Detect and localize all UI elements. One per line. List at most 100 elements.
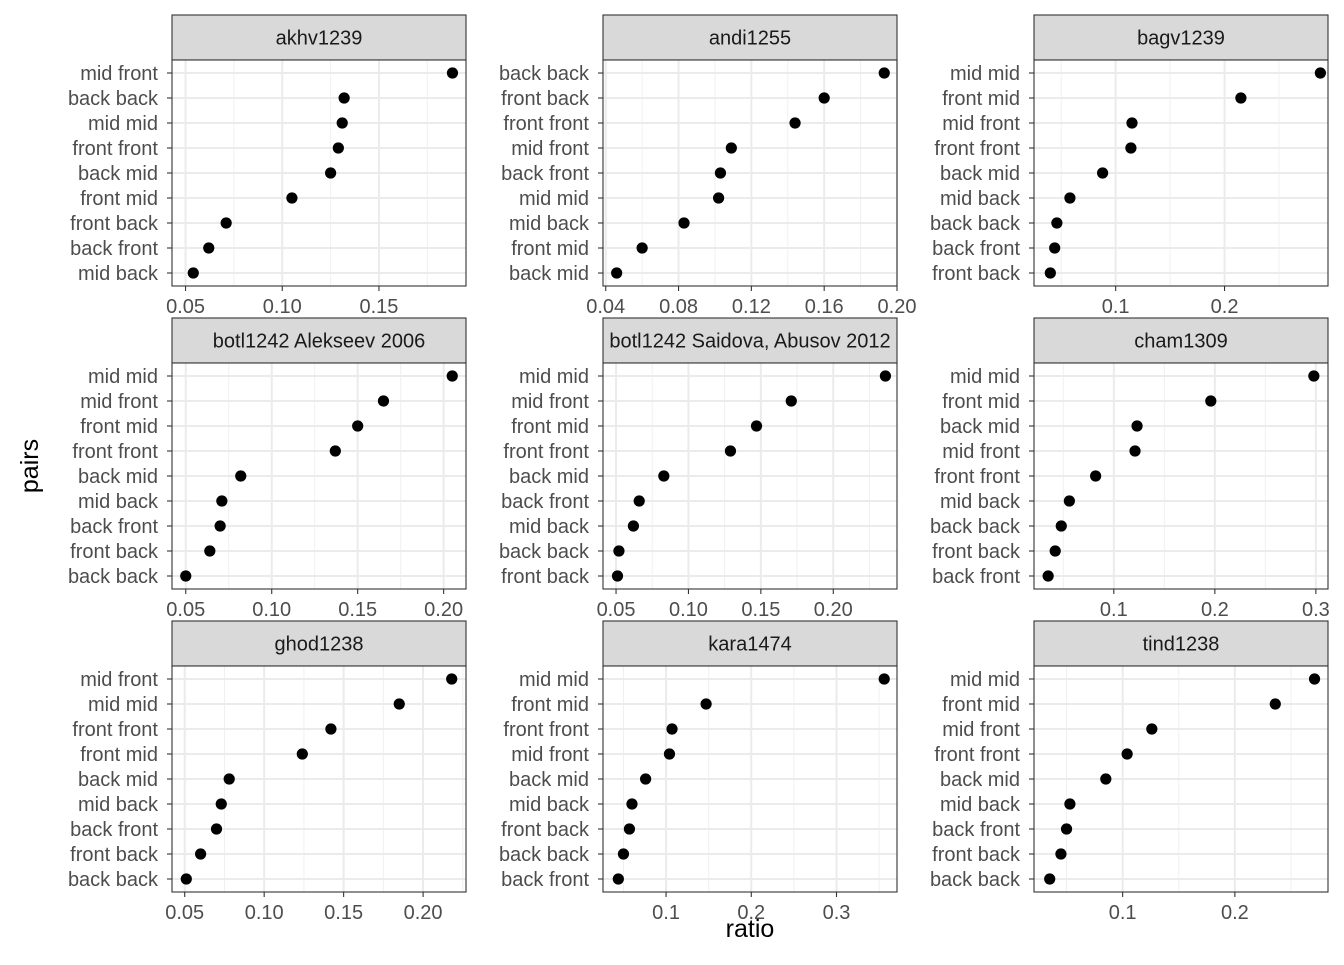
x-tick-label: 0.10 xyxy=(669,599,708,621)
data-point xyxy=(286,192,298,204)
data-point xyxy=(612,873,624,885)
x-tick-label: 0.05 xyxy=(166,599,205,621)
data-point xyxy=(640,773,652,785)
x-tick-label: 0.1 xyxy=(652,902,680,924)
y-tick-label: front front xyxy=(503,441,589,463)
x-tick-label: 0.10 xyxy=(263,296,302,318)
y-tick-label: front mid xyxy=(511,694,589,716)
y-tick-label: front back xyxy=(932,263,1021,285)
y-tick-label: back mid xyxy=(509,466,589,488)
facet-title: kara1474 xyxy=(708,634,791,656)
data-point xyxy=(223,773,235,785)
data-point xyxy=(636,242,648,254)
y-tick-label: mid mid xyxy=(519,188,589,210)
y-tick-label: mid mid xyxy=(88,366,158,388)
y-tick-label: front back xyxy=(501,566,590,588)
data-point xyxy=(1125,142,1137,154)
y-tick-label: front back xyxy=(501,819,590,841)
y-tick-label: back mid xyxy=(509,769,589,791)
y-tick-label: front back xyxy=(70,541,159,563)
data-point xyxy=(1308,370,1320,382)
data-point xyxy=(818,92,830,104)
data-point xyxy=(220,217,232,229)
x-tick-label: 0.04 xyxy=(586,296,625,318)
x-tick-label: 0.20 xyxy=(424,599,463,621)
y-tick-label: front back xyxy=(932,541,1021,563)
data-point xyxy=(1235,92,1247,104)
y-tick-label: front front xyxy=(503,719,589,741)
data-point xyxy=(878,673,890,685)
y-tick-label: front back xyxy=(70,844,159,866)
y-tick-label: mid mid xyxy=(519,669,589,691)
data-point xyxy=(1269,698,1281,710)
data-point xyxy=(235,470,247,482)
data-point xyxy=(700,698,712,710)
data-point xyxy=(1055,520,1067,532)
x-tick-label: 0.10 xyxy=(252,599,291,621)
data-point xyxy=(627,520,640,532)
y-tick-label: back back xyxy=(499,541,590,563)
data-point xyxy=(204,545,216,557)
data-point xyxy=(1146,723,1158,735)
y-tick-label: front mid xyxy=(942,88,1020,110)
data-point xyxy=(1205,395,1217,407)
data-point xyxy=(785,395,797,407)
data-point xyxy=(214,520,226,532)
data-point xyxy=(1100,773,1112,785)
facet-strip xyxy=(602,620,898,667)
data-point xyxy=(336,117,348,129)
data-point xyxy=(1060,823,1073,835)
y-tick-label: back front xyxy=(70,238,158,260)
x-tick-label: 0.12 xyxy=(732,296,771,318)
facet-title: botl1242 Alekseev 2006 xyxy=(213,331,425,353)
y-tick-label: back mid xyxy=(78,769,158,791)
data-point xyxy=(296,748,308,760)
data-point xyxy=(725,142,737,154)
y-tick-label: mid back xyxy=(78,263,159,285)
data-point xyxy=(623,823,636,835)
data-point xyxy=(724,445,737,457)
data-point xyxy=(617,848,630,860)
y-tick-label: back front xyxy=(501,491,589,513)
data-point xyxy=(1129,445,1141,457)
y-tick-label: front front xyxy=(72,719,158,741)
x-tick-label: 0.15 xyxy=(324,902,363,924)
facet-panel: andi1255 back back front back front front mi… xyxy=(499,14,916,318)
y-tick-label: front mid xyxy=(80,188,158,210)
data-point xyxy=(329,445,341,457)
facet-strip xyxy=(602,14,898,61)
facet-title: akhv1239 xyxy=(276,28,363,50)
y-tick-label: front mid xyxy=(511,416,589,438)
y-tick-label: mid back xyxy=(78,794,159,816)
data-point xyxy=(1131,420,1143,432)
data-point xyxy=(446,673,458,685)
facet-panel: botl1242 Saidova, Abusov 2012 mid mid mid … xyxy=(499,317,898,621)
y-tick-label: back mid xyxy=(940,416,1020,438)
x-tick-label: 0.20 xyxy=(404,902,443,924)
y-tick-label: back mid xyxy=(78,163,158,185)
facet-strip xyxy=(171,620,467,667)
y-tick-label: back back xyxy=(499,63,590,85)
x-tick-label: 0.2 xyxy=(737,902,765,924)
x-tick-label: 0.05 xyxy=(166,296,205,318)
x-tick-label: 0.05 xyxy=(597,599,636,621)
data-point xyxy=(633,495,645,507)
data-point xyxy=(789,117,801,129)
x-tick-label: 0.1 xyxy=(1102,296,1130,318)
data-point xyxy=(658,470,670,482)
data-point xyxy=(446,67,459,79)
facet-panel: cham1309 mid mid front mid back mid mid fron… xyxy=(930,317,1330,621)
data-point xyxy=(215,798,227,810)
x-tick-label: 0.2 xyxy=(1221,902,1249,924)
facet-strip xyxy=(171,14,467,61)
y-tick-label: front front xyxy=(72,138,158,160)
y-tick-label: back mid xyxy=(78,466,158,488)
y-tick-label: front front xyxy=(72,441,158,463)
data-point xyxy=(1049,242,1061,254)
y-tick-label: back back xyxy=(499,844,590,866)
x-tick-label: 0.3 xyxy=(823,902,851,924)
y-tick-label: back back xyxy=(68,88,159,110)
data-point xyxy=(203,242,215,254)
y-tick-label: back mid xyxy=(940,163,1020,185)
